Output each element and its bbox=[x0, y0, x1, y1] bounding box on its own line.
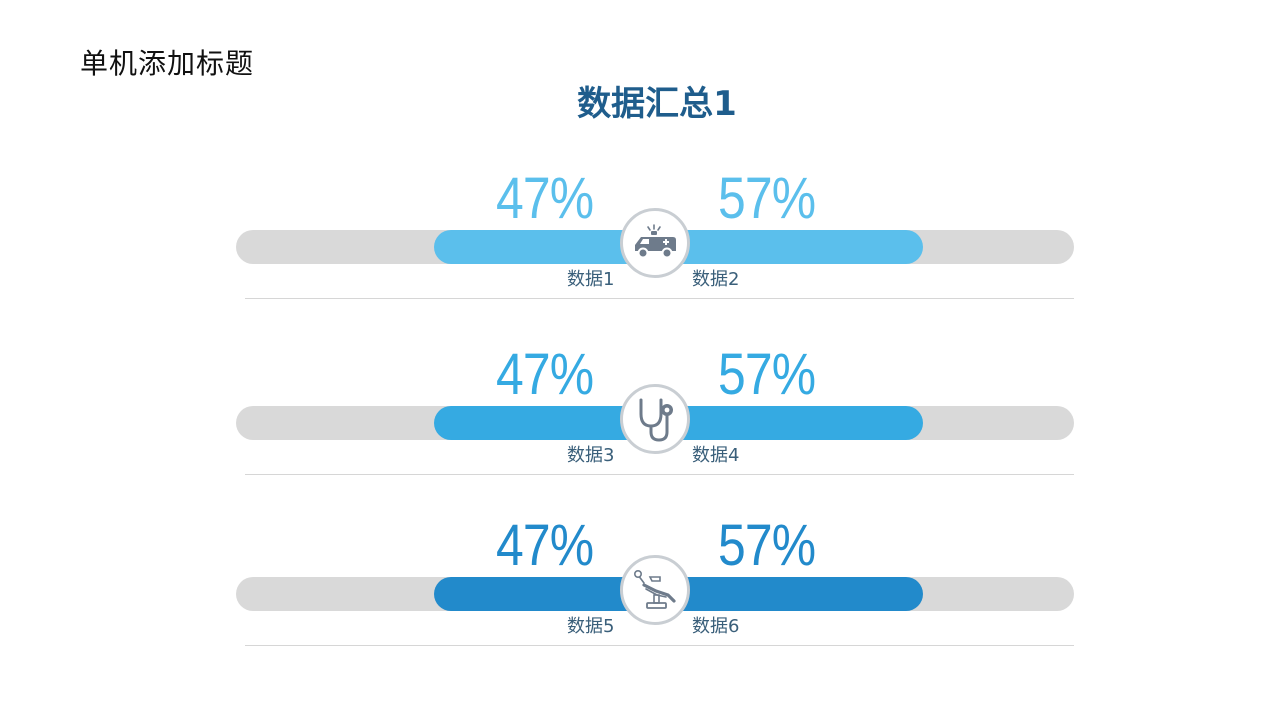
right-category-label: 数据6 bbox=[692, 616, 740, 637]
right-category-label: 数据4 bbox=[692, 445, 740, 466]
data-row: 47% 57% 数据3 数据4 bbox=[0, 346, 1280, 486]
left-category-label: 数据5 bbox=[567, 616, 615, 637]
right-percent-label: 57% bbox=[718, 513, 816, 578]
left-percent-label: 47% bbox=[496, 166, 594, 231]
ambulance-icon bbox=[620, 208, 690, 278]
right-percent-label: 57% bbox=[718, 342, 816, 407]
page-title: 单机添加标题 bbox=[80, 47, 255, 80]
right-category-label: 数据2 bbox=[692, 269, 740, 290]
left-percent-label: 47% bbox=[496, 513, 594, 578]
row-divider bbox=[245, 298, 1074, 299]
left-category-label: 数据1 bbox=[567, 269, 615, 290]
left-percent-label: 47% bbox=[496, 342, 594, 407]
data-row: 47% 57% 数据5 数据6 bbox=[0, 517, 1280, 657]
row-divider bbox=[245, 645, 1074, 646]
row-divider bbox=[245, 474, 1074, 475]
right-percent-label: 57% bbox=[718, 166, 816, 231]
stethoscope-icon bbox=[620, 384, 690, 454]
data-row: 47% 57% 数据1 数据2 bbox=[0, 170, 1280, 310]
left-category-label: 数据3 bbox=[567, 445, 615, 466]
dental-chair-icon bbox=[620, 555, 690, 625]
chart-title: 数据汇总1 bbox=[577, 84, 737, 124]
